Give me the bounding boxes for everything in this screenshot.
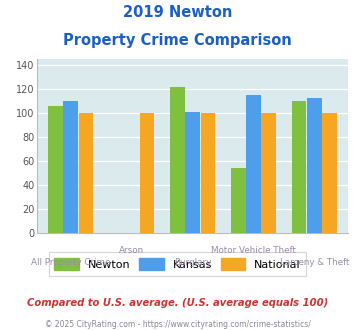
Text: Property Crime Comparison: Property Crime Comparison [63, 33, 292, 48]
Bar [246, 95, 261, 233]
Bar [261, 113, 276, 233]
Bar [292, 101, 306, 233]
Bar [64, 101, 78, 233]
Bar [185, 112, 200, 233]
Bar [231, 168, 246, 233]
Bar [307, 98, 322, 233]
Text: All Property Crime: All Property Crime [31, 258, 110, 267]
Bar [322, 113, 337, 233]
Text: Motor Vehicle Theft: Motor Vehicle Theft [211, 246, 296, 255]
Bar [79, 113, 93, 233]
Bar [201, 113, 215, 233]
Bar [48, 106, 63, 233]
Bar [140, 113, 154, 233]
Text: Burglary: Burglary [174, 258, 211, 267]
Text: 2019 Newton: 2019 Newton [123, 5, 232, 20]
Text: Compared to U.S. average. (U.S. average equals 100): Compared to U.S. average. (U.S. average … [27, 298, 328, 308]
Text: Larceny & Theft: Larceny & Theft [280, 258, 349, 267]
Text: Arson: Arson [119, 246, 144, 255]
Legend: Newton, Kansas, National: Newton, Kansas, National [49, 252, 306, 276]
Text: © 2025 CityRating.com - https://www.cityrating.com/crime-statistics/: © 2025 CityRating.com - https://www.city… [45, 320, 310, 329]
Bar [170, 87, 185, 233]
